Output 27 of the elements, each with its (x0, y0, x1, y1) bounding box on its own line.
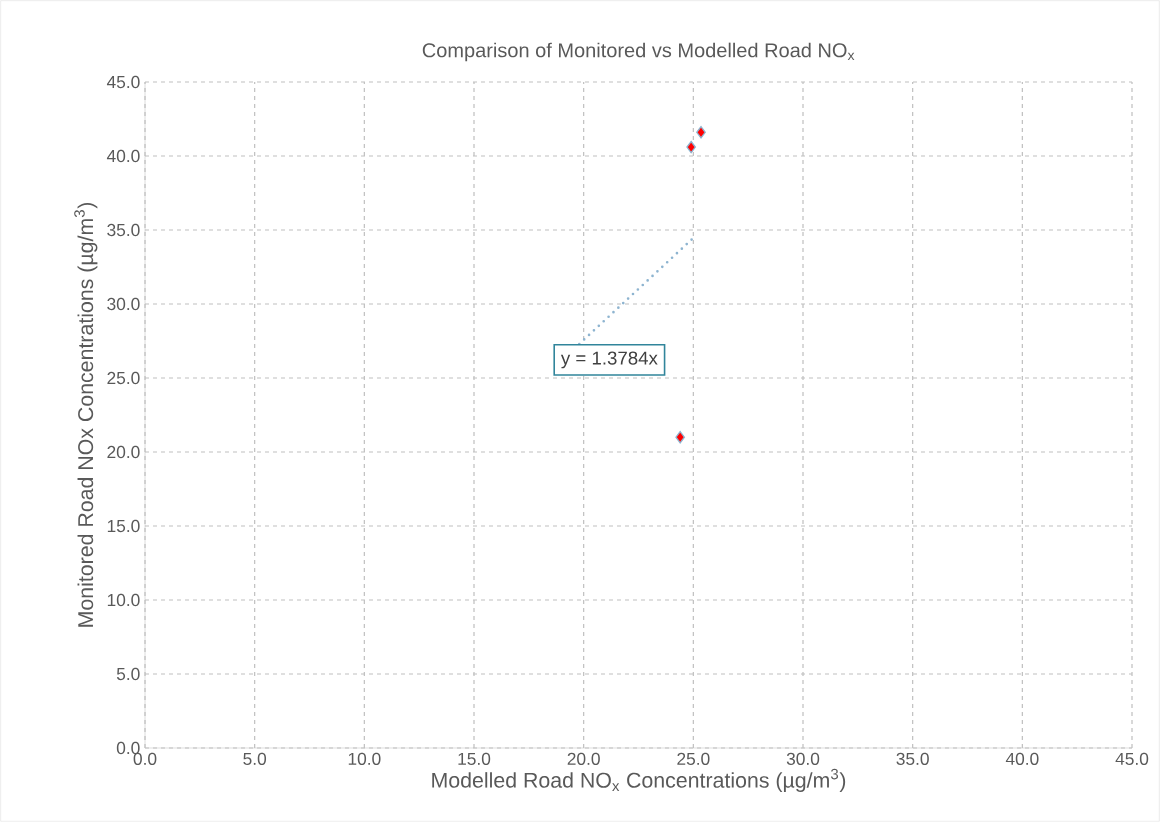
point (686, 140, 697, 154)
point (696, 126, 706, 139)
x-tick-label: 0.0 (133, 752, 157, 765)
y-tick-label: 25.0 (107, 371, 140, 385)
y-axis-title: Monitored Road NOx Concentrations (µg/m$^{3}$) (74, 202, 98, 627)
x-tick-label: 5.0 (243, 752, 267, 765)
x-tick-label: 40.0 (1005, 752, 1039, 765)
y-tick-label: 5.0 (116, 667, 140, 681)
y-tick-label: 35.0 (107, 223, 140, 237)
x-tick-label: 15.0 (458, 752, 491, 765)
annotation: y = 1.3784x (560, 351, 658, 369)
y-tick-label: 40.0 (106, 149, 140, 163)
x-tick-label: 30.0 (786, 752, 820, 765)
y-tick-label: 45.0 (106, 75, 140, 89)
x-tick-label: 25.0 (677, 752, 710, 765)
x-tick-label: 20.0 (567, 752, 600, 765)
y-tick-label: 20.0 (107, 445, 140, 459)
y-tick-label: 0.0 (116, 741, 140, 755)
x-axis-title: Modelled Road NO$_{x}$ Concentrations (µg/m$^{3}$) (432, 768, 846, 793)
y-tick-label: 30.0 (107, 297, 140, 311)
chart-title: Comparison of Monitored vs Modelled Road NO$_{x}$ (422, 42, 855, 62)
x-tick-label: 35.0 (896, 752, 929, 765)
x-tick-label: 10.0 (348, 752, 381, 765)
x-tick-label: 45.0 (1115, 752, 1149, 765)
y-tick-label: 10.0 (107, 593, 140, 607)
y-tick-label: 15.0 (107, 519, 140, 533)
point (675, 430, 686, 444)
